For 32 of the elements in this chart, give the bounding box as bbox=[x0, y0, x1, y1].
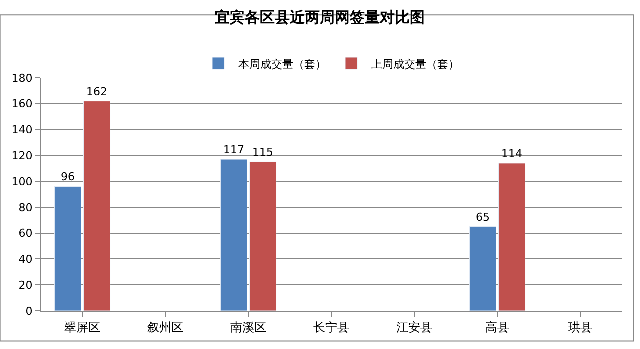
x-tick-label: 珙县 bbox=[568, 320, 592, 334]
y-tick-label: 180 bbox=[12, 72, 33, 85]
x-tick-label: 江安县 bbox=[396, 320, 432, 334]
y-tick-label: 80 bbox=[18, 201, 33, 214]
x-tick-label: 高县 bbox=[486, 320, 510, 334]
data-label: 65 bbox=[476, 210, 490, 224]
legend-label: 本周成交量（套） bbox=[238, 58, 326, 71]
x-tick-label: 南溪区 bbox=[230, 320, 266, 334]
bar bbox=[250, 162, 277, 311]
y-tick-label: 0 bbox=[26, 304, 33, 318]
y-tick-label: 40 bbox=[18, 253, 33, 266]
x-tick-label: 长宁县 bbox=[314, 320, 350, 334]
y-tick-label: 60 bbox=[18, 227, 33, 240]
y-tick-label: 160 bbox=[12, 98, 33, 111]
y-tick-label: 120 bbox=[12, 150, 33, 163]
x-tick-label: 叙州区 bbox=[148, 320, 184, 334]
y-tick-label: 20 bbox=[18, 278, 33, 292]
y-tick-label: 140 bbox=[12, 124, 33, 137]
data-label: 115 bbox=[252, 146, 274, 160]
bar bbox=[469, 226, 497, 311]
bar bbox=[220, 159, 248, 311]
data-label: 96 bbox=[60, 170, 75, 184]
data-label: 162 bbox=[86, 85, 108, 98]
x-tick-label: 翠屏区 bbox=[64, 320, 100, 334]
data-label: 117 bbox=[223, 144, 244, 157]
bar bbox=[84, 101, 111, 311]
bar bbox=[498, 163, 526, 311]
bar bbox=[54, 186, 82, 311]
chart-title: 宜宾各区县近两周网签量对比图 bbox=[215, 8, 425, 27]
legend-label: 上周成交量（套） bbox=[372, 58, 460, 71]
y-tick-label: 100 bbox=[12, 175, 33, 188]
data-label: 114 bbox=[502, 147, 523, 160]
